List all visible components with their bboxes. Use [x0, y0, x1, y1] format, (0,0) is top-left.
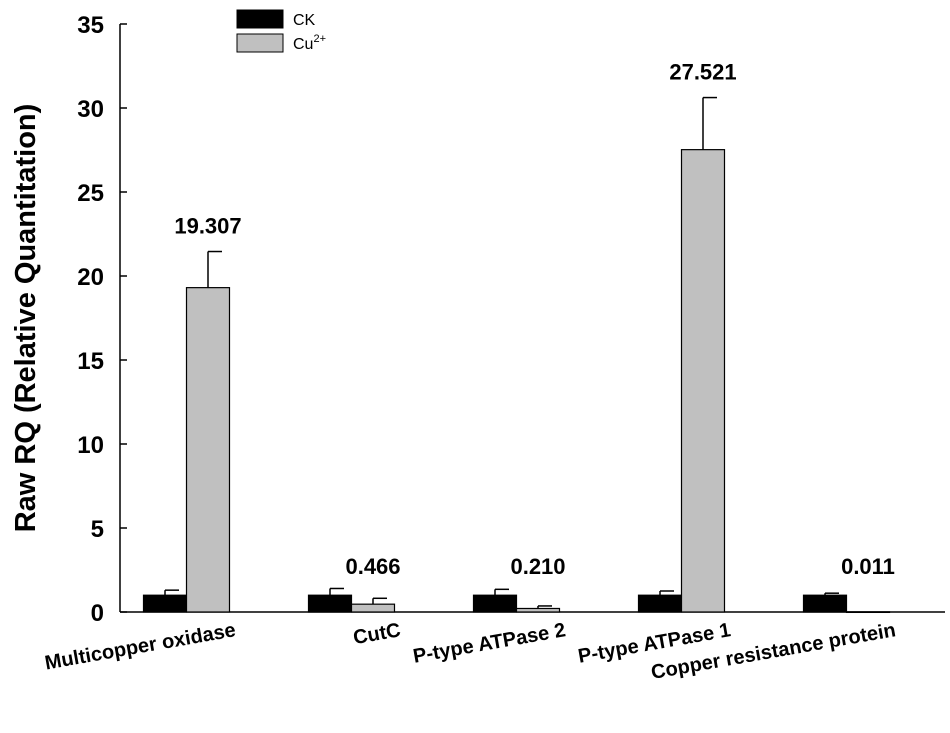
bar-cu — [350, 603, 396, 613]
legend: CK Cu2+ — [236, 9, 326, 53]
bar-ck — [142, 594, 188, 613]
bar-cu — [515, 607, 561, 613]
y-axis-label: Raw RQ (Relative Quantitation) — [10, 104, 42, 533]
y-tick-label: 20 — [77, 264, 104, 291]
y-tick-label: 35 — [77, 12, 104, 39]
data-label: 27.521 — [669, 60, 736, 85]
y-tick-label: 30 — [77, 96, 104, 123]
bar-cu — [680, 149, 726, 613]
x-tick-label: P-type ATPase 2 — [411, 619, 567, 667]
plot-area: 0 5 10 15 20 25 30 35 19.307 0.466 0.210 27.521 0.01… — [43, 12, 945, 684]
y-tick-label: 5 — [91, 516, 104, 543]
data-label: 19.307 — [174, 214, 241, 239]
x-tick-label: Multicopper oxidase — [43, 619, 237, 674]
y-tick-label: 0 — [91, 600, 104, 627]
y-tick-label: 25 — [77, 180, 104, 207]
y-tick-label: 10 — [77, 432, 104, 459]
legend-swatch — [236, 9, 284, 29]
bar-cu — [845, 611, 891, 614]
bar-ck — [637, 594, 683, 613]
legend-label: CK — [293, 12, 316, 29]
data-label: 0.210 — [510, 554, 565, 579]
legend-swatch — [236, 33, 284, 53]
bar-ck — [802, 594, 848, 613]
data-label: 0.011 — [841, 554, 895, 579]
x-tick-label: CutC — [352, 619, 403, 649]
bar-cu — [185, 287, 231, 613]
bar-ck — [472, 594, 518, 613]
data-label: 0.466 — [345, 554, 400, 579]
y-tick-label: 15 — [77, 348, 104, 375]
legend-label: Cu2+ — [293, 33, 326, 53]
bar-ck — [307, 594, 353, 613]
legend-superscript: 2+ — [313, 33, 326, 45]
